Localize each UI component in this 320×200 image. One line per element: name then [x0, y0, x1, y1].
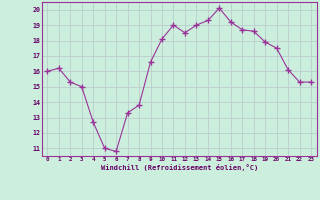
- X-axis label: Windchill (Refroidissement éolien,°C): Windchill (Refroidissement éolien,°C): [100, 164, 258, 171]
